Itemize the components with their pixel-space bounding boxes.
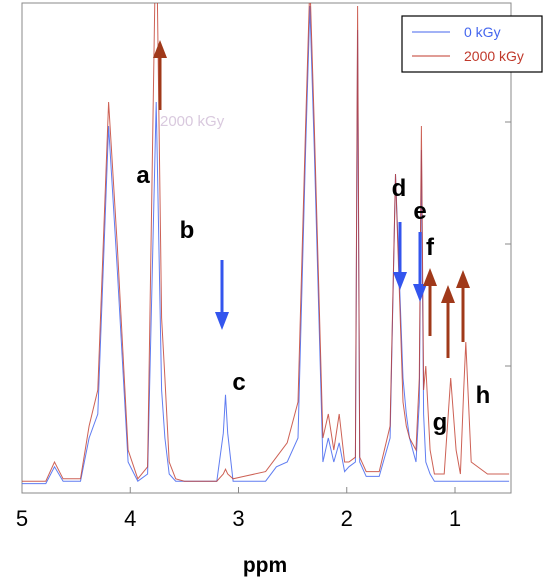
x-tick-label: 1: [449, 506, 461, 531]
peak-label-h: h: [476, 382, 491, 409]
peak-label-a: a: [136, 162, 150, 189]
x-tick-label: 4: [124, 506, 136, 531]
x-axis-ticks: 5 4 3 2 1: [16, 121, 511, 531]
peak-label-e: e: [413, 198, 426, 225]
peak-label-c: c: [232, 369, 245, 396]
arrow-up: [423, 268, 437, 336]
arrow-down: [393, 222, 407, 290]
plot-frame: [21, 2, 512, 494]
series-line-0-kgy: [22, 5, 510, 485]
arrow-up: [441, 285, 455, 358]
arrow-down: [413, 232, 427, 302]
arrow-up: [153, 40, 167, 110]
legend-label-0-kgy: 0 kGy: [464, 24, 501, 40]
peak-label-b: b: [180, 217, 195, 244]
legend-box: [401, 15, 543, 73]
x-tick-label: 3: [232, 506, 244, 531]
x-tick-label: 2: [341, 506, 353, 531]
peak-label-g: g: [433, 409, 448, 436]
series-line-2000-kgy: [22, 3, 510, 482]
series-layer: [22, 3, 510, 485]
x-axis-title: ppm: [243, 554, 287, 577]
peak-label-layer: a b c def g h: [136, 162, 490, 436]
arrow-up: [456, 270, 470, 342]
legend-label-2000-kgy: 2000 kGy: [464, 48, 524, 64]
peak-label-f: f: [426, 234, 435, 261]
faint-inset-label: 2000 kGy: [160, 113, 225, 130]
peak-label-d: d: [392, 175, 407, 202]
arrow-down: [215, 260, 229, 330]
arrow-layer: [153, 40, 470, 358]
x-tick-label: 5: [16, 506, 28, 531]
legend: 0 kGy 2000 kGy: [401, 15, 543, 73]
